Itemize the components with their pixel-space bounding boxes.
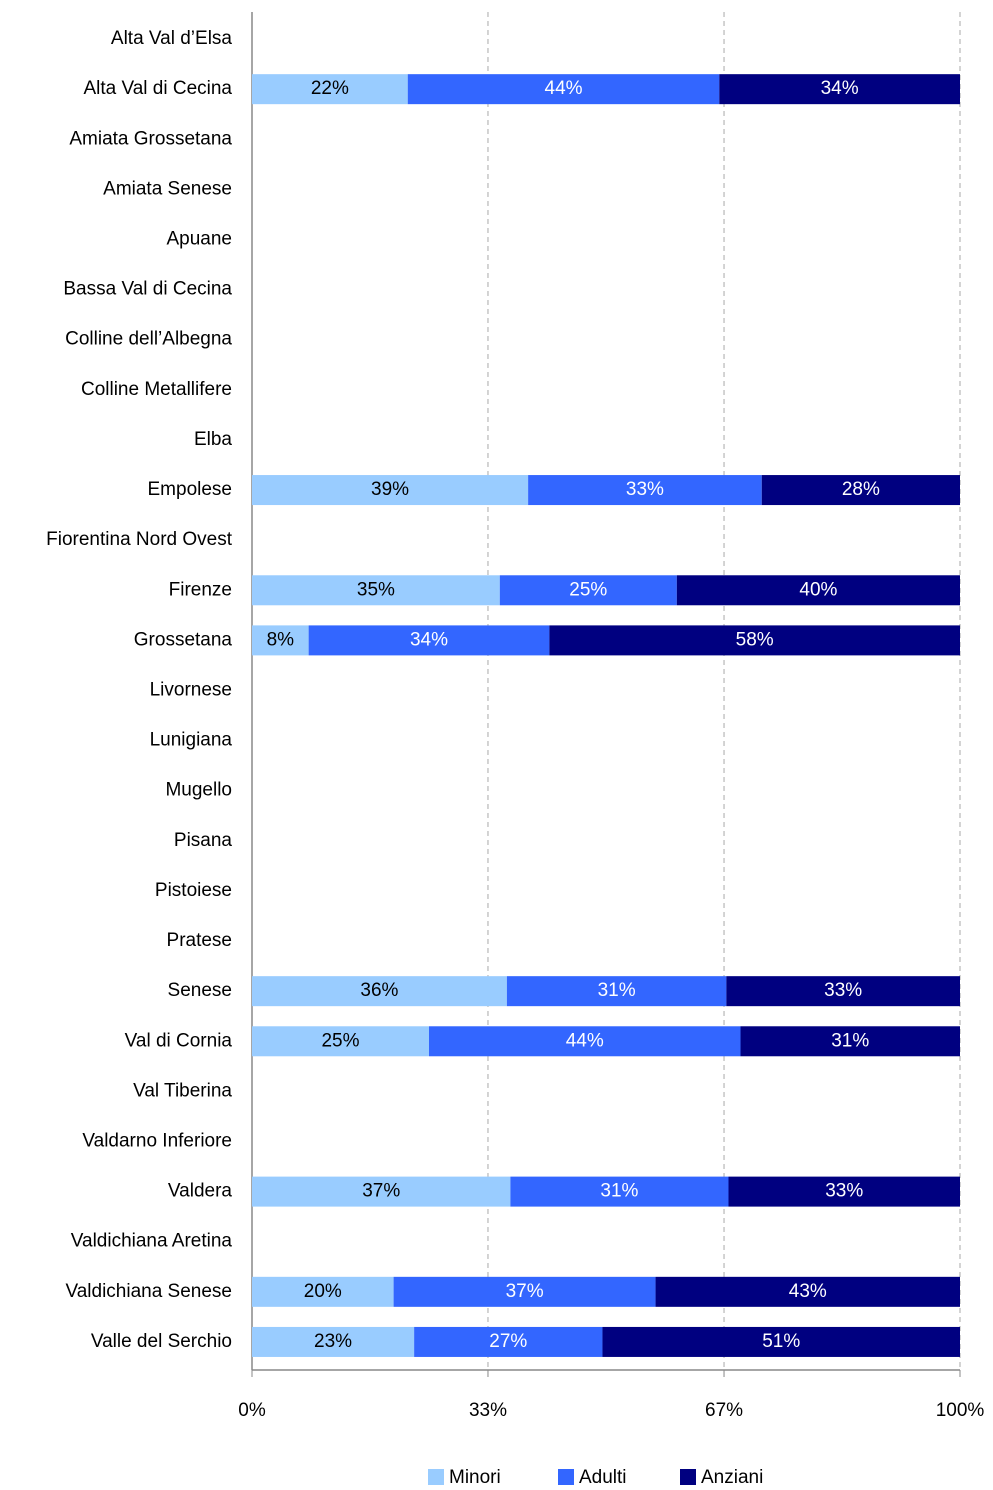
y-tick-label: Amiata Grossetana (69, 128, 232, 149)
y-tick-label: Senese (168, 980, 232, 1001)
data-label: 37% (362, 1181, 400, 1202)
y-tick-label: Pratese (167, 930, 232, 951)
data-label: 31% (598, 980, 636, 1001)
y-tick-label: Lunigiana (150, 730, 233, 751)
y-tick-label: Valdichiana Senese (65, 1281, 232, 1302)
legend-label: Minori (449, 1467, 501, 1488)
x-tick-label: 100% (936, 1400, 985, 1421)
y-tick-label: Bassa Val di Cecina (63, 279, 232, 300)
y-tick-label: Val Tiberina (133, 1080, 232, 1101)
legend-label: Adulti (579, 1467, 627, 1488)
bar-segment (510, 1176, 729, 1207)
y-tick-label: Alta Val di Cecina (83, 78, 232, 99)
y-tick-label: Valle del Serchio (91, 1331, 232, 1352)
legend-swatch (558, 1469, 574, 1485)
bar-segment (252, 976, 507, 1007)
y-tick-label: Apuane (166, 229, 232, 250)
x-tick-label: 67% (705, 1400, 743, 1421)
bar-segment (676, 575, 960, 606)
bar-segment (414, 1326, 603, 1357)
bar-segment (761, 475, 960, 506)
data-label: 23% (314, 1331, 352, 1352)
data-label: 33% (626, 479, 664, 500)
bar-segment (308, 625, 550, 656)
bar-segment (728, 1176, 960, 1207)
y-tick-label: Pisana (174, 830, 233, 851)
bar-segment (252, 74, 408, 105)
y-tick-label: Livornese (150, 680, 232, 701)
bar-segment (506, 976, 727, 1007)
bar-segment (252, 575, 500, 606)
y-tick-label: Pistoiese (155, 880, 232, 901)
y-tick-label: Amiata Senese (103, 178, 232, 199)
data-label: 43% (789, 1281, 827, 1302)
data-label: 22% (311, 78, 349, 99)
bar-segment (252, 1326, 415, 1357)
y-tick-label: Grossetana (134, 629, 233, 650)
data-label: 31% (831, 1030, 869, 1051)
data-label: 34% (821, 78, 859, 99)
data-label: 35% (357, 579, 395, 600)
bar-segment (740, 1026, 960, 1057)
bar-segment (252, 1276, 394, 1307)
data-label: 37% (506, 1281, 544, 1302)
bar-segment (429, 1026, 741, 1057)
bar-segment (252, 475, 529, 506)
data-label: 34% (410, 629, 448, 650)
y-tick-label: Alta Val d’Elsa (111, 28, 233, 49)
data-label: 44% (566, 1030, 604, 1051)
data-label: 28% (842, 479, 880, 500)
data-label: 27% (489, 1331, 527, 1352)
y-tick-label: Val di Cornia (125, 1030, 233, 1051)
data-label: 33% (824, 980, 862, 1001)
bar-segment (393, 1276, 656, 1307)
y-tick-label: Firenze (169, 579, 232, 600)
bar-segment (602, 1326, 960, 1357)
bar-segment (499, 575, 677, 606)
x-tick-label: 33% (469, 1400, 507, 1421)
y-tick-label: Empolese (148, 479, 233, 500)
data-label: 20% (304, 1281, 342, 1302)
bar-segment (252, 1176, 511, 1207)
bar-segment (549, 625, 960, 656)
bar-segment (655, 1276, 960, 1307)
y-tick-label: Mugello (165, 780, 232, 801)
y-tick-label: Valdarno Inferiore (82, 1131, 232, 1152)
data-label: 58% (736, 629, 774, 650)
y-tick-label: Valdichiana Aretina (71, 1231, 233, 1252)
data-label: 8% (267, 629, 295, 650)
y-tick-label: Colline Metallifere (81, 379, 232, 400)
data-label: 33% (825, 1181, 863, 1202)
bar-segment (719, 74, 960, 105)
bar-segment (407, 74, 720, 105)
data-label: 44% (545, 78, 583, 99)
data-label: 40% (799, 579, 837, 600)
data-label: 36% (360, 980, 398, 1001)
y-tick-label: Fiorentina Nord Ovest (46, 529, 233, 550)
data-label: 25% (321, 1030, 359, 1051)
legend-label: Anziani (701, 1467, 763, 1488)
legend-swatch (680, 1469, 696, 1485)
data-label: 25% (569, 579, 607, 600)
data-label: 39% (371, 479, 409, 500)
data-label: 31% (600, 1181, 638, 1202)
bar-segment (252, 1026, 429, 1057)
data-label: 51% (762, 1331, 800, 1352)
y-tick-label: Colline dell’Albegna (65, 329, 232, 350)
legend-swatch (428, 1469, 444, 1485)
y-tick-label: Valdera (168, 1181, 233, 1202)
y-tick-label: Elba (194, 429, 232, 450)
bar-segment (726, 976, 960, 1007)
x-tick-label: 0% (238, 1400, 266, 1421)
bar-segment (252, 625, 309, 656)
bar-segment (528, 475, 762, 506)
